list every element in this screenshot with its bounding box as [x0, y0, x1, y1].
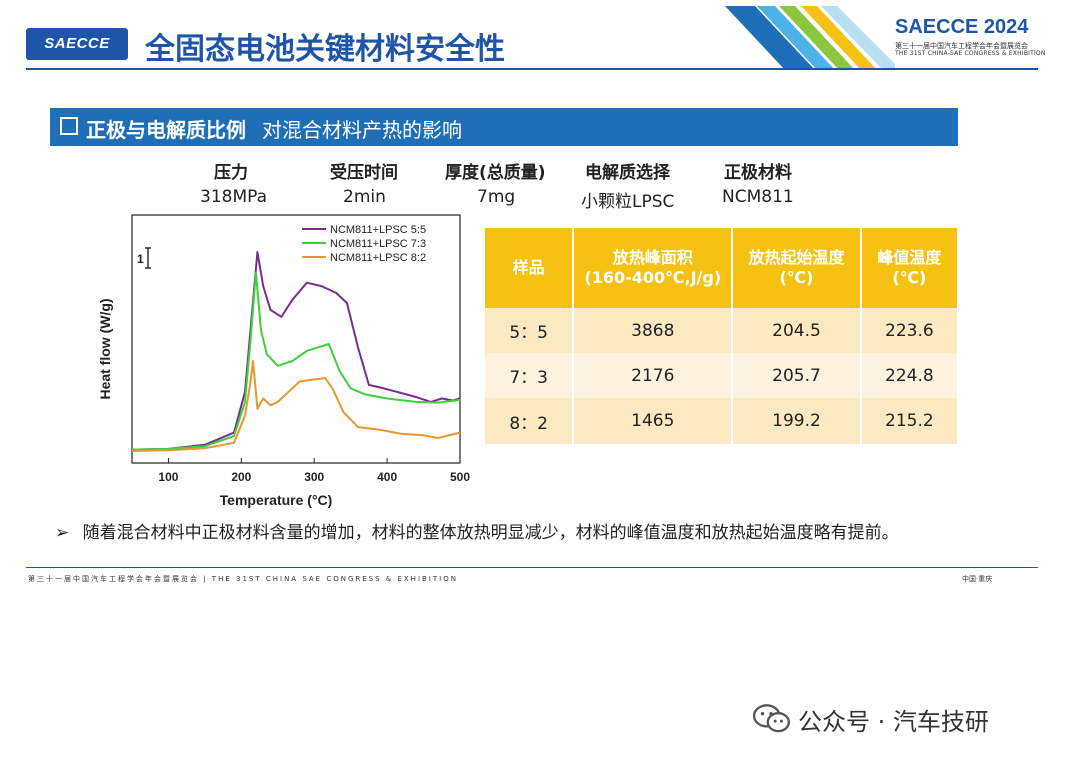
condition-header-thickness: 厚度(总质量)	[445, 163, 546, 183]
bullet-arrow-icon: ➢	[55, 523, 70, 543]
x-tick-label: 300	[304, 470, 324, 484]
legend-label: NCM811+LPSC 5:5	[330, 224, 426, 236]
table-cell: 199.2	[732, 398, 862, 444]
conclusion-text: 随着混合材料中正极材料含量的增加，材料的整体放热明显减少，材料的峰值温度和放热起…	[82, 523, 899, 543]
plot-frame	[131, 214, 461, 464]
table-header-peak-area: 放热峰面积 (160-400℃,J/g)	[573, 228, 734, 308]
x-tick-label: 400	[377, 470, 397, 484]
wechat-icon	[752, 704, 790, 733]
table-cell: 2176	[573, 353, 734, 398]
results-table: 样品 放热峰面积 (160-400℃,J/g) 放热起始温度 (℃) 峰值温度 (℃)…	[485, 228, 960, 444]
x-axis-label: Temperature (°C)	[220, 492, 333, 508]
brand-subtitle-cn: 第三十一届中国汽车工程学会年会暨展览会	[895, 42, 1028, 50]
scale-bar-label: 1	[137, 252, 144, 266]
table-header-peak-temp: 峰值温度 (℃)	[860, 228, 960, 308]
condition-value-cathode: NCM811	[722, 187, 794, 207]
table-header-onset-temp: 放热起始温度 (℃)	[732, 228, 862, 308]
page-title: 全固态电池关键材料安全性	[145, 32, 505, 67]
table-cell: 7：3	[485, 353, 575, 398]
table-cell: 215.2	[860, 398, 960, 444]
section-heading: 正极与电解质比例 对混合材料产热的影响	[50, 108, 958, 146]
footer-left: 第三十一届中国汽车工程学会年会暨展览会 | THE 31ST CHINA SAE…	[28, 575, 458, 583]
table-header-sample: 样品	[485, 228, 575, 308]
table-cell: 204.5	[732, 308, 862, 353]
table-cell: 1465	[573, 398, 734, 444]
condition-value-electrolyte: 小颗粒LPSC	[581, 192, 675, 212]
table-header-row: 样品 放热峰面积 (160-400℃,J/g) 放热起始温度 (℃) 峰值温度 (℃)	[485, 228, 960, 308]
footer-rule	[26, 567, 1038, 568]
table-cell: 5：5	[485, 308, 575, 353]
checkbox-icon	[60, 117, 78, 135]
legend-label: NCM811+LPSC 8:2	[330, 252, 426, 264]
x-tick-label: 500	[450, 470, 470, 484]
heat-flow-chart: 100 200 300 400 500 Temperature (°C) Heat flow…	[97, 214, 470, 508]
header-rule	[26, 68, 1038, 70]
series-line-2	[131, 271, 461, 451]
decorative-stripes	[725, 6, 895, 70]
table-cell: 8：2	[485, 398, 575, 444]
legend-label: NCM811+LPSC 7:3	[330, 238, 426, 250]
section-heading-bold: 正极与电解质比例	[86, 118, 246, 142]
saecce-logo: SAECCE	[26, 28, 128, 60]
condition-header-electrolyte: 电解质选择	[585, 163, 670, 183]
condition-header-time: 受压时间	[330, 163, 398, 183]
series-line-3	[131, 360, 461, 452]
series-line-1	[131, 251, 461, 451]
table-row: 5：5 3868 204.5 223.6	[485, 308, 960, 353]
condition-header-cathode: 正极材料	[724, 163, 792, 183]
condition-value-time: 2min	[343, 187, 386, 207]
brand-title: SAECCE 2024	[895, 16, 1029, 38]
table-row: 8：2 1465 199.2 215.2	[485, 398, 960, 444]
condition-value-thickness: 7mg	[477, 187, 516, 207]
table-cell: 205.7	[732, 353, 862, 398]
condition-value-pressure: 318MPa	[200, 187, 268, 207]
table-cell: 3868	[573, 308, 734, 353]
section-heading-rest: 对混合材料产热的影响	[262, 118, 462, 142]
x-tick-label: 200	[231, 470, 251, 484]
table-row: 7：3 2176 205.7 224.8	[485, 353, 960, 398]
x-tick-label: 100	[158, 470, 178, 484]
condition-header-pressure: 压力	[214, 163, 248, 183]
conclusion-bullet: ➢ 随着混合材料中正极材料含量的增加，材料的整体放热明显减少，材料的峰值温度和放…	[55, 518, 899, 543]
watermark-text: 公众号 · 汽车技研	[798, 708, 989, 736]
table-cell: 223.6	[860, 308, 960, 353]
table-cell: 224.8	[860, 353, 960, 398]
brand-subtitle-en: THE 31ST CHINA-SAE CONGRESS & EXHIBITION	[895, 50, 1046, 57]
footer-right: 中国·重庆	[962, 575, 993, 583]
y-axis-label: Heat flow (W/g)	[97, 298, 113, 399]
